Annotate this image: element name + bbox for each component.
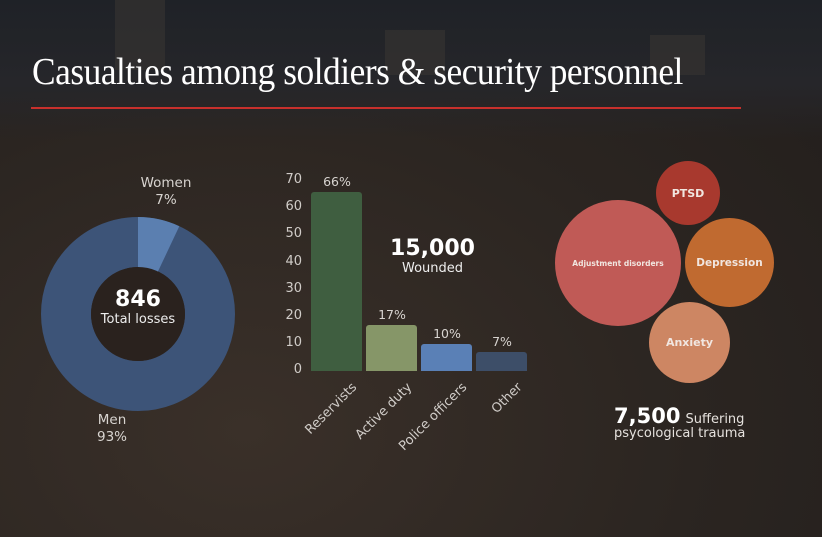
women-segment xyxy=(138,216,180,278)
women-label: Women 7% xyxy=(140,175,192,208)
page-title: Casualties among soldiers & security per… xyxy=(32,51,683,93)
background-building xyxy=(650,35,705,75)
men-label: Men 93% xyxy=(96,412,127,445)
y-tick: 10 xyxy=(285,335,302,350)
bar-reservists xyxy=(311,192,362,371)
y-tick: 20 xyxy=(285,308,302,323)
bubble-depression: Depression xyxy=(685,218,774,307)
bubble-adjustment-disorders: Adjustment disorders xyxy=(555,200,681,326)
bar-value: 17% xyxy=(378,307,406,322)
trauma-total: 7,500 Suffering psycological trauma xyxy=(614,404,746,441)
y-tick: 0 xyxy=(293,362,302,377)
losses-donut-chart xyxy=(41,216,235,411)
bar-value: 7% xyxy=(492,334,512,349)
bubble-anxiety: Anxiety xyxy=(649,302,730,383)
bar-value: 10% xyxy=(433,326,461,341)
donut-hole xyxy=(91,267,185,361)
y-tick: 40 xyxy=(285,254,302,269)
bubble-ptsd: PTSD xyxy=(656,161,720,225)
y-tick: 60 xyxy=(285,199,302,214)
x-label-reservists: Reservists xyxy=(302,380,361,438)
bar-active-duty xyxy=(366,325,417,371)
background-building xyxy=(385,30,445,75)
background-building xyxy=(115,0,165,70)
total-losses: 846 Total losses xyxy=(100,287,176,328)
bar-value: 66% xyxy=(323,174,351,189)
y-tick: 70 xyxy=(285,172,302,187)
y-tick: 30 xyxy=(285,281,302,296)
bar-other xyxy=(476,352,527,371)
bar-police-officers xyxy=(421,344,472,371)
y-tick: 50 xyxy=(285,226,302,241)
wounded-total: 15,000 Wounded xyxy=(390,236,475,277)
x-label-other: Other xyxy=(488,380,526,417)
title-divider xyxy=(31,107,741,109)
